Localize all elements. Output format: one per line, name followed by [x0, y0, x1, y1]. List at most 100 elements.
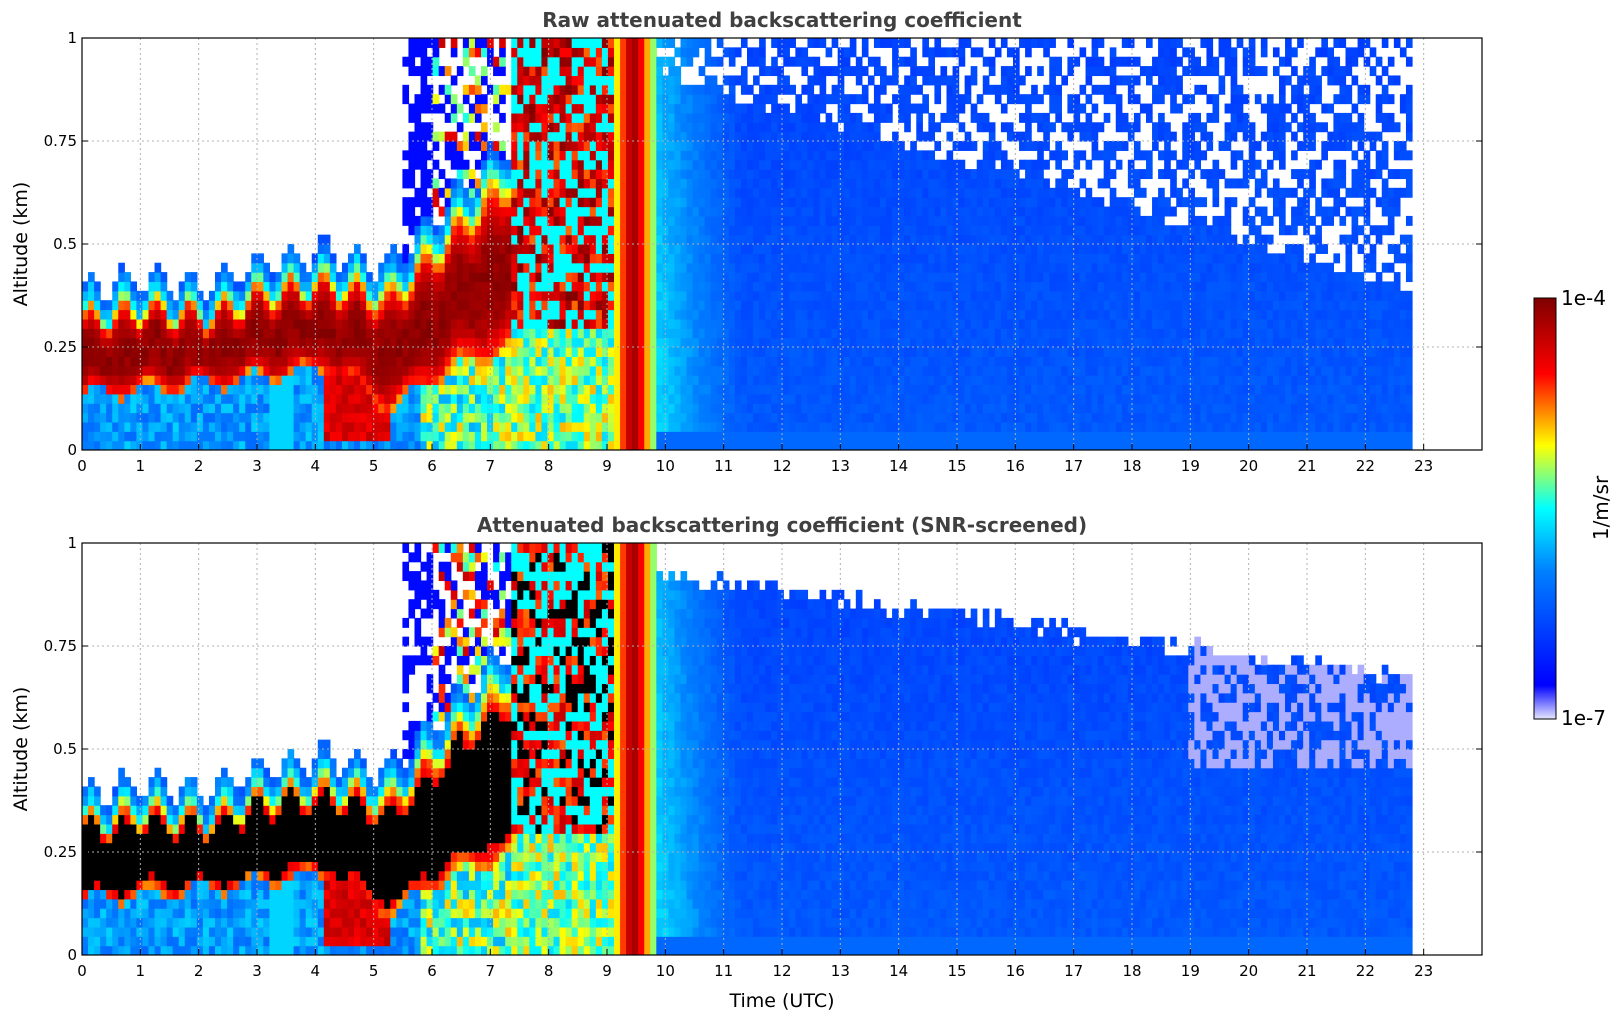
heatmap-cell: [970, 215, 978, 226]
heatmap-cell: [801, 262, 809, 273]
heatmap-cell: [118, 384, 125, 395]
heatmap-cell: [408, 215, 416, 226]
heatmap-cell: [626, 356, 633, 367]
heatmap-cell: [450, 38, 458, 48]
heatmap-cell: [450, 431, 458, 442]
heatmap-cell: [565, 141, 573, 151]
heatmap-cell: [867, 356, 875, 367]
heatmap-cell: [825, 403, 833, 414]
heatmap-cell: [523, 244, 530, 254]
heatmap-cell: [886, 197, 893, 208]
heatmap-cell: [801, 393, 809, 404]
heatmap-cell: [728, 440, 736, 450]
heatmap-cell: [124, 356, 131, 367]
heatmap-cell: [293, 440, 301, 450]
heatmap-cell: [861, 38, 869, 48]
heatmap-cell: [777, 440, 784, 450]
heatmap-cell: [783, 365, 790, 376]
heatmap-cell: [130, 290, 138, 301]
heatmap-cell: [861, 94, 869, 105]
heatmap-cell: [577, 187, 585, 198]
heatmap-cell: [432, 94, 440, 105]
heatmap-cell: [136, 412, 144, 423]
heatmap-cell: [94, 403, 101, 414]
heatmap-cell: [716, 309, 724, 320]
heatmap-cell: [734, 403, 742, 414]
heatmap-cell: [855, 206, 863, 217]
heatmap-cell: [789, 187, 796, 198]
heatmap-cell: [239, 281, 246, 292]
heatmap-cell: [559, 281, 567, 292]
heatmap-cell: [680, 197, 688, 208]
heatmap-cell: [964, 84, 972, 95]
heatmap-cell: [946, 431, 954, 442]
heatmap-cell: [765, 244, 772, 254]
heatmap-cell: [481, 178, 488, 189]
heatmap-cell: [716, 56, 724, 67]
heatmap-cell: [626, 75, 633, 86]
heatmap-cell: [583, 375, 591, 386]
heatmap-cell: [789, 84, 796, 95]
heatmap-cell: [928, 347, 936, 357]
heatmap-cell: [898, 281, 905, 292]
heatmap-cell: [734, 431, 742, 442]
heatmap-cell: [916, 253, 923, 264]
heatmap-cell: [233, 328, 240, 339]
heatmap-cell: [668, 318, 676, 329]
heatmap-cell: [650, 281, 657, 292]
heatmap-cell: [136, 337, 144, 348]
heatmap-cell: [329, 272, 337, 283]
heatmap-cell: [747, 234, 754, 245]
heatmap-cell: [287, 431, 295, 442]
heatmap-cell: [432, 272, 440, 283]
heatmap-cell: [547, 356, 555, 367]
heatmap-cell: [765, 262, 772, 273]
heatmap-cell: [462, 412, 470, 423]
heatmap-cell: [329, 337, 337, 348]
heatmap-cell: [970, 262, 978, 273]
heatmap-cell: [759, 300, 766, 311]
heatmap-cell: [849, 384, 857, 395]
heatmap-cell: [559, 347, 567, 357]
heatmap-cell: [487, 365, 494, 376]
heatmap-cell: [886, 300, 893, 311]
heatmap-cell: [414, 431, 422, 442]
heatmap-cell: [734, 141, 742, 151]
heatmap-cell: [728, 47, 736, 58]
heatmap-cell: [196, 337, 204, 348]
heatmap-cell: [916, 215, 923, 226]
heatmap-cell: [474, 403, 482, 414]
heatmap-cell: [686, 56, 694, 67]
heatmap-cell: [644, 169, 651, 180]
heatmap-cell: [892, 47, 899, 58]
heatmap-cell: [82, 375, 89, 386]
heatmap-cell: [493, 187, 500, 198]
heatmap-cell: [910, 356, 917, 367]
heatmap-cell: [662, 347, 670, 357]
heatmap-cell: [305, 309, 313, 320]
heatmap-cell: [468, 103, 476, 114]
heatmap-cell: [801, 131, 809, 142]
heatmap-cell: [577, 356, 585, 367]
heatmap-cell: [626, 159, 633, 170]
heatmap-cell: [559, 112, 567, 123]
heatmap-cell: [112, 431, 119, 442]
heatmap-cell: [904, 328, 911, 339]
heatmap-cell: [638, 309, 645, 320]
heatmap-cell: [638, 197, 645, 208]
heatmap-cell: [100, 328, 107, 339]
heatmap-cell: [692, 150, 700, 161]
heatmap-cell: [269, 318, 277, 329]
heatmap-cell: [299, 272, 307, 283]
heatmap-cell: [620, 197, 627, 208]
heatmap-cell: [323, 328, 331, 339]
heatmap-cell: [595, 141, 603, 151]
heatmap-cell: [601, 262, 609, 273]
heatmap-cell: [293, 365, 301, 376]
heatmap-cell: [946, 225, 954, 236]
heatmap-cell: [934, 262, 942, 273]
heatmap-cell: [861, 421, 869, 432]
heatmap-cell: [299, 262, 307, 273]
heatmap-cell: [432, 290, 440, 301]
heatmap-cell: [982, 281, 990, 292]
